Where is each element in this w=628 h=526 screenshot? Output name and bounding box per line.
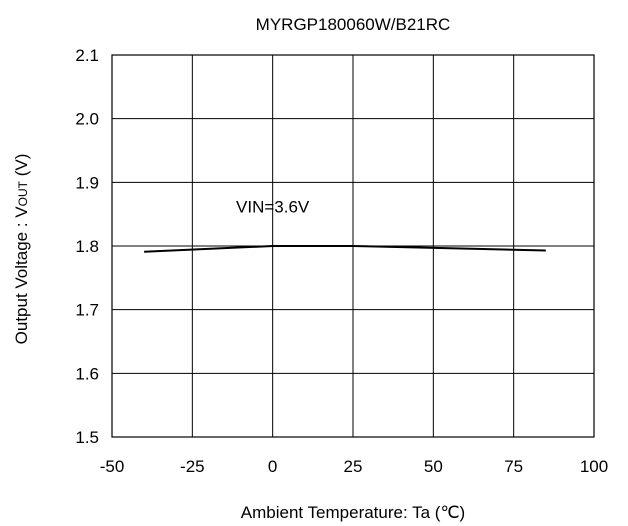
- y-tick-label: 1.9: [75, 173, 99, 192]
- y-axis-title: Output Voltage : VOUT (V): [12, 154, 31, 345]
- y-tick-label: 2.1: [75, 46, 99, 65]
- y-axis-title-unit: (V): [12, 154, 31, 181]
- annotations: VIN=3.6V: [236, 197, 310, 216]
- x-axis-title: Ambient Temperature: Ta (℃): [241, 503, 465, 522]
- x-tick-label: 75: [504, 457, 523, 476]
- x-tick-label: -25: [180, 457, 205, 476]
- y-tick-label: 1.8: [75, 237, 99, 256]
- x-tick-label: -50: [100, 457, 125, 476]
- y-axis-title-sub: OUT: [16, 180, 30, 206]
- x-tick-label: 0: [268, 457, 277, 476]
- y-tick-label: 1.5: [75, 428, 99, 447]
- x-tick-label: 100: [580, 457, 608, 476]
- y-axis-title-main: Output Voltage : V: [12, 206, 31, 345]
- series-layer: [144, 245, 546, 253]
- grid: [112, 55, 594, 437]
- plot-frame: [111, 54, 595, 438]
- tick-labels: -50 -25 0 25 50 75 100 1.5 1.6 1.7 1.8 1.9 2.0 2.1: [75, 46, 608, 476]
- y-tick-label: 2.0: [75, 110, 99, 129]
- annotation-label: VIN=3.6V: [236, 197, 310, 216]
- y-tick-label: 1.7: [75, 301, 99, 320]
- y-tick-label: 1.6: [75, 364, 99, 383]
- chart-title: MYRGP180060W/B21RC: [256, 15, 451, 34]
- x-tick-label: 50: [424, 457, 443, 476]
- x-tick-label: 25: [344, 457, 363, 476]
- series-line-0: [144, 245, 546, 253]
